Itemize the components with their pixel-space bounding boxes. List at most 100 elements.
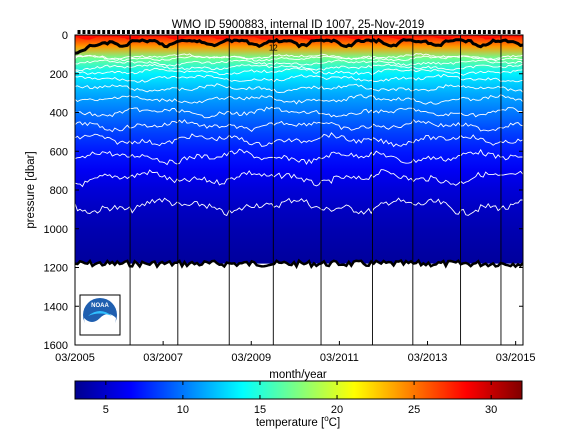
profile-marker — [181, 30, 185, 34]
profile-marker — [492, 30, 496, 34]
y-axis: 0 200 400 600 800 1000 1200 1400 1600 — [44, 30, 523, 352]
x-axis-label: month/year — [269, 369, 327, 381]
profile-marker — [408, 30, 412, 34]
colorbar-tick-label: 5 — [103, 404, 109, 416]
profile-marker — [468, 30, 472, 34]
profile-marker — [463, 30, 467, 34]
profile-marker — [413, 30, 417, 34]
profile-marker — [443, 30, 447, 34]
contour-line-10 — [75, 106, 523, 119]
profile-marker — [433, 30, 437, 34]
colorbar-tick-label: 10 — [177, 404, 189, 416]
noaa-logo: NOAA — [79, 294, 121, 336]
colorbar-ticks: 5 10 15 20 25 30 — [103, 381, 497, 416]
x-tick-label: 03/2011 — [320, 352, 359, 364]
profile-marker — [240, 30, 244, 34]
contour-line-14 — [75, 67, 523, 76]
x-tick-label: 03/2005 — [55, 352, 95, 364]
profile-marker — [136, 30, 140, 34]
profile-marker — [428, 30, 432, 34]
profile-marker — [329, 30, 333, 34]
plot-area: 12 — [75, 35, 523, 345]
contour-line-15 — [75, 63, 523, 72]
x-tick-label: 03/2015 — [496, 352, 536, 364]
profile-marker — [374, 30, 378, 34]
contour-label-0: 12 — [269, 44, 278, 53]
profile-bottom-edge — [75, 258, 523, 270]
profile-marker — [230, 30, 234, 34]
profile-marker — [171, 30, 175, 34]
profile-marker — [245, 30, 249, 34]
profile-marker — [121, 30, 125, 34]
surface-warm-fill — [75, 35, 523, 40]
contour-line-7 — [75, 148, 523, 166]
profile-marker — [107, 30, 111, 34]
profile-marker — [379, 30, 383, 34]
profile-marker — [334, 30, 338, 34]
profile-marker — [359, 30, 363, 34]
contour-line-18 — [75, 53, 523, 60]
profile-marker — [220, 30, 224, 34]
profile-marker — [290, 30, 294, 34]
profile-marker — [497, 30, 501, 34]
profile-marker — [141, 30, 145, 34]
profile-marker — [235, 30, 239, 34]
profile-marker — [280, 30, 284, 34]
profile-marker — [448, 30, 452, 34]
surface-warm-layer — [75, 35, 523, 40]
colorbar-tick-label: 15 — [254, 404, 266, 416]
x-tick-label: 03/2013 — [408, 352, 448, 364]
colorbar-tick-label: 30 — [485, 404, 497, 416]
profile-marker — [384, 30, 388, 34]
profile-marker — [369, 30, 373, 34]
y-tick-label: 200 — [50, 69, 68, 81]
profile-marker — [92, 30, 96, 34]
profile-marker — [309, 30, 313, 34]
profile-marker — [250, 30, 254, 34]
profile-marker — [517, 30, 521, 34]
profile-marker — [354, 30, 358, 34]
profile-marker — [112, 30, 116, 34]
x-tick-label: 03/2007 — [143, 352, 183, 364]
profile-marker — [304, 30, 308, 34]
profile-marker — [225, 30, 229, 34]
profile-marker — [82, 30, 86, 34]
profile-marker — [512, 30, 516, 34]
contour-line-11 — [75, 94, 523, 105]
y-axis-label: pressure [dbar] — [25, 151, 37, 228]
profile-marker — [477, 30, 481, 34]
logo-text: NOAA — [91, 303, 109, 309]
profile-marker — [398, 30, 402, 34]
profile-marker — [285, 30, 289, 34]
contour-line-9 — [75, 118, 523, 133]
profile-marker — [473, 30, 477, 34]
profile-marker — [314, 30, 318, 34]
y-tick-label: 1400 — [44, 301, 68, 313]
contour-labels: 12 — [269, 44, 278, 53]
profile-marker — [255, 30, 259, 34]
profile-marker — [423, 30, 427, 34]
colorbar-tick-label: 20 — [331, 404, 343, 416]
profile-marker — [131, 30, 135, 34]
logo-wave — [84, 314, 116, 334]
profile-marker — [126, 30, 130, 34]
profile-marker — [210, 30, 214, 34]
profile-marker — [102, 30, 106, 34]
colorbar: 5 10 15 20 25 30 temperature [oC] — [74, 380, 523, 429]
profile-marker — [507, 30, 511, 34]
colorbar-gradient — [74, 380, 523, 400]
y-tick-label: 600 — [50, 146, 68, 158]
profile-marker — [344, 30, 348, 34]
colorbar-label: temperature [oC] — [256, 414, 340, 429]
profile-marker — [319, 30, 323, 34]
profile-marker — [438, 30, 442, 34]
y-tick-label: 1200 — [44, 263, 68, 275]
y-tick-label: 0 — [62, 30, 68, 42]
x-axis: 03/2005 03/2007 03/2009 03/2011 03/2013 03/20… — [55, 341, 536, 364]
profile-markers — [77, 30, 521, 34]
contour-line-8 — [75, 132, 523, 148]
profile-marker — [176, 30, 180, 34]
profile-marker — [482, 30, 486, 34]
